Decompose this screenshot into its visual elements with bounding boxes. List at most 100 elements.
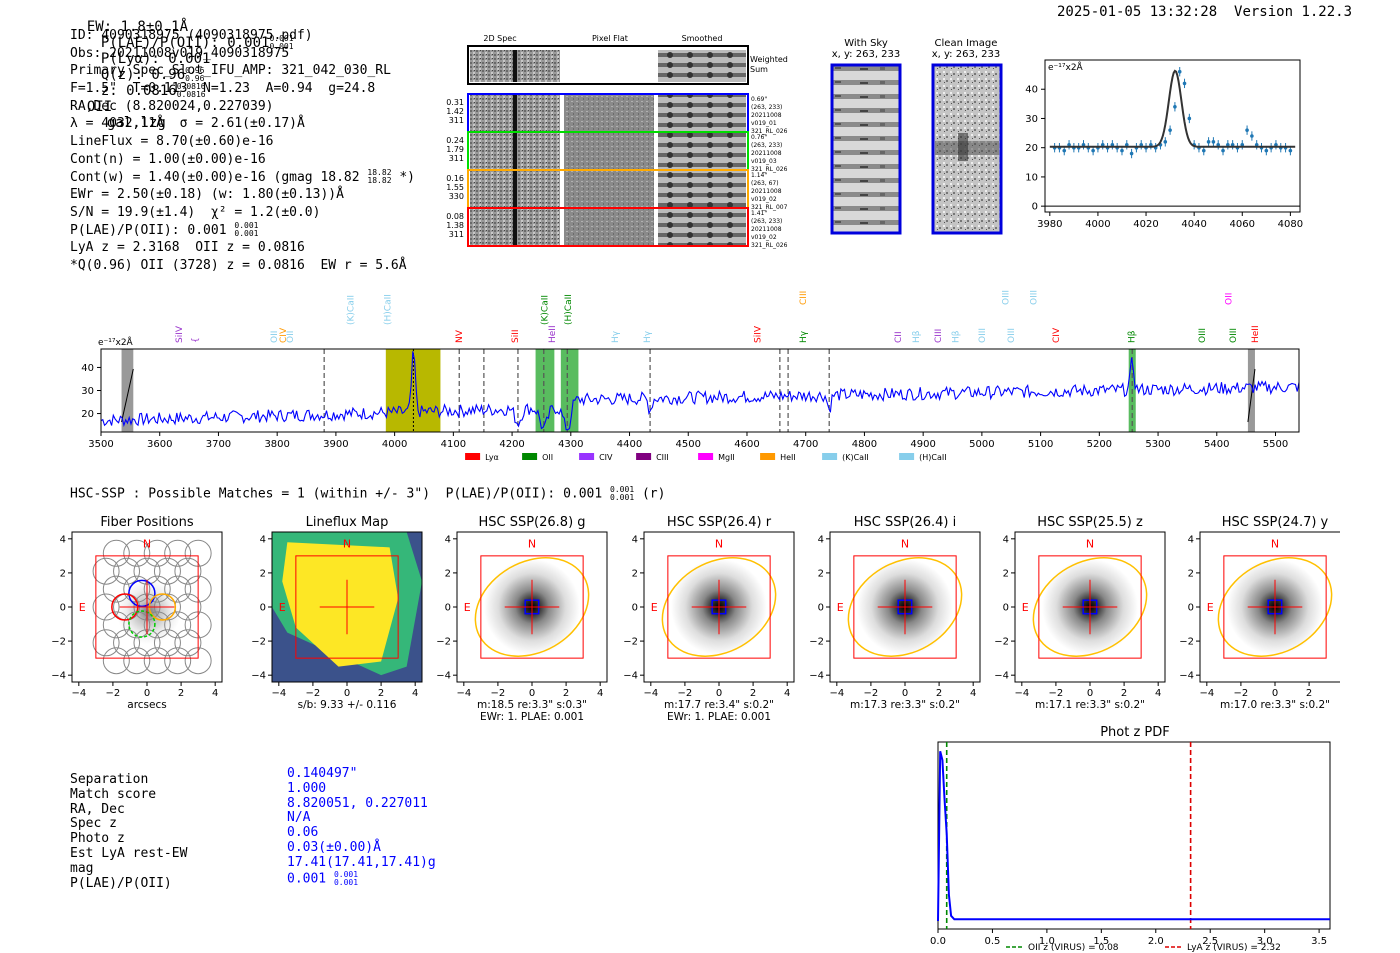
hsc-panel-xlabel2: EWr: 1. PLAE: 0.001 — [667, 711, 771, 723]
photz-xtick-label: 3.0 — [1257, 936, 1273, 947]
photz-xtick-label: 2.0 — [1148, 936, 1164, 947]
zoom-ytick-label: 30 — [1025, 114, 1038, 125]
hsc-ytick-label: 4 — [60, 534, 66, 545]
cutout-row-border — [467, 207, 749, 247]
zoom-point — [1139, 142, 1144, 147]
fiber-circle — [92, 629, 120, 657]
hsc-xtick-label: 2 — [936, 688, 942, 699]
hsc-xtick-label: −4 — [456, 688, 471, 699]
hsc-xtick-label: 2 — [178, 688, 184, 699]
info-slot: Primary Spec_Slot_IFU_AMP: 321_042_030_R… — [70, 63, 391, 79]
hsc-xtick-label: 0 — [1087, 688, 1093, 699]
spectrum-axes: 3500 3600 3700 3800 3900 4000 4100 4200 4300 4400… — [81, 363, 1288, 450]
spectrum-line-label: SiIV — [175, 325, 185, 343]
cutout-right-label: 321_RL_026 — [751, 166, 788, 173]
zoom-point — [1288, 148, 1293, 153]
spectrum-line-label: SiIV — [754, 325, 764, 343]
cutout-left-label: 311 — [449, 154, 464, 163]
spectrum-unit-label: e⁻¹⁷x2Å — [98, 336, 134, 348]
weighted-sum-label: Weighted — [750, 55, 788, 64]
spectrum-legend-swatch — [579, 453, 595, 460]
cutout-left-label: 330 — [449, 192, 464, 201]
hsc-ytick-label: 2 — [1003, 568, 1009, 579]
spectrum-line-label: HeII — [548, 325, 558, 343]
fiber-circle — [174, 629, 202, 657]
zoom-point — [1230, 142, 1235, 147]
hsc-xtick-label: −2 — [306, 688, 321, 699]
col-title-pixelflat: Pixel Flat — [592, 34, 628, 43]
cutout-right-label: 321_RL_026 — [751, 242, 788, 249]
cutout-right-label: 20211008 — [751, 188, 782, 195]
spectrum-line — [100, 351, 1300, 431]
photz-xtick-label: 0.5 — [984, 936, 1000, 947]
hsc-xtick-label: −2 — [678, 688, 693, 699]
hsc-east-label: E — [79, 601, 86, 614]
cutout-right-label: v019_03 — [751, 158, 777, 165]
match-value-photoz: 0.06 — [287, 825, 319, 841]
header-plae: P(LAE)/P(OII): 0.001 — [100, 35, 270, 51]
zoom-point — [1211, 140, 1216, 144]
hsc-xtick-label: 2 — [563, 688, 569, 699]
info-plae: P(LAE)/P(OII): 0.001 0.001 0.001 — [70, 221, 259, 239]
spectrum-line-label: OIII — [1007, 328, 1017, 343]
match-label-score: Match score — [70, 786, 157, 802]
match-value-separation: 0.140497" — [287, 766, 358, 781]
spectrum-legend-swatch — [465, 453, 481, 460]
hsc-ytick-label: −4 — [436, 671, 451, 682]
zoom-point — [1240, 142, 1245, 147]
hsc-panel: Fiber Positions N E −4 −4 −2 −2 0 0 2 2 4 4 arcsecs — [51, 515, 223, 711]
cutout-left-label: 1.42 — [446, 107, 464, 116]
spectrum-xtick-label: 5200 — [1087, 439, 1112, 450]
header-z: z: 0.0816 — [100, 83, 177, 99]
hsc-xtick-label: 4 — [970, 688, 976, 699]
cutout-right-label: 0.76" — [751, 134, 767, 141]
hsc-panel-xlabel: s/b: 9.33 +/- 0.116 — [298, 699, 397, 711]
spectrum-legend: Lyα OII CIV CIII MgII HeII (K)CaII (H)CaII — [465, 453, 947, 462]
header-qz: Q(z): 0.96 — [100, 67, 186, 83]
spectrum-legend-label: HeII — [780, 453, 796, 462]
spectrum-line-label: (H)CaII — [384, 294, 394, 325]
info-sn: S/N = 19.9(±1.4) χ² = 1.2(±0.0) — [70, 204, 321, 220]
hsc-ytick-label: 0 — [1188, 603, 1194, 614]
cutout-left-label: 0.08 — [446, 212, 464, 221]
cutout-left-label: 311 — [449, 116, 464, 125]
cutout-right-label: 1.41" — [751, 210, 767, 217]
hsc-xtick-label: 0 — [716, 688, 722, 699]
hsc-north-label: N — [715, 537, 723, 550]
fiber-circle — [143, 575, 171, 603]
hsc-panel: Lineflux Map N E −4 −4 −2 −2 0 0 2 2 4 4 s/b: 9.33 +/… — [251, 515, 423, 711]
hsc-ytick-label: −2 — [51, 637, 66, 648]
hsc-xtick-label: 2 — [750, 688, 756, 699]
hsc-east-label: E — [1022, 601, 1029, 614]
fiber-circle — [143, 647, 171, 675]
zoom-point — [1120, 148, 1124, 153]
match-label-photoz: Photo z — [70, 831, 125, 847]
cutout-right-label: v019_02 — [751, 196, 777, 203]
spectrum-line-label: HeII — [1251, 325, 1261, 343]
hsc-xtick-label: 0 — [902, 688, 908, 699]
photz-xtick-label: 1.5 — [1093, 936, 1109, 947]
fiber-circle — [92, 557, 120, 585]
zoom-chart: e⁻¹⁷x2Å 3980 4000 4020 4040 4060 4080 0 10 20 30 4… — [1025, 59, 1303, 230]
zoom-point — [1110, 142, 1115, 147]
spectrum-xtick-label: 3700 — [206, 439, 231, 450]
spectrum-xtick-label: 4300 — [558, 439, 583, 450]
hsc-aperture-box — [667, 555, 771, 659]
zoom-xtick-label: 4000 — [1085, 219, 1110, 230]
info-ewr: EWr = 2.50(±0.18) (w: 1.80(±0.13))Å — [70, 187, 344, 203]
info-radec: RA,Dec (8.820024,0.227039) — [70, 98, 274, 114]
detection-info: ID: 4090318975 (4090318975.pdf) Obs: 202… — [70, 27, 415, 275]
hsc-panel-xlabel: m:17.1 re:3.3" s:0.2" — [1035, 699, 1145, 711]
hsc-xtick-label: 4 — [212, 688, 218, 699]
spectrum-ytick-label: 40 — [81, 363, 94, 374]
spectrum-legend-label: (K)CaII — [842, 453, 869, 462]
cutout-left-label: 1.38 — [446, 221, 464, 230]
photz-chart: Phot z PDF 0.0 0.5 1.0 1.5 2.0 2.5 3.0 3.5 OII … — [930, 725, 1331, 952]
hsc-east-label: E — [1207, 601, 1214, 614]
zoom-xtick-label: 4060 — [1230, 219, 1255, 230]
zoom-axes: 3980 4000 4020 4040 4060 4080 0 10 20 30 40 — [1025, 85, 1303, 230]
hsc-panel-title: HSC SSP(25.5) z — [1037, 515, 1143, 530]
fiber-circle — [123, 539, 151, 567]
